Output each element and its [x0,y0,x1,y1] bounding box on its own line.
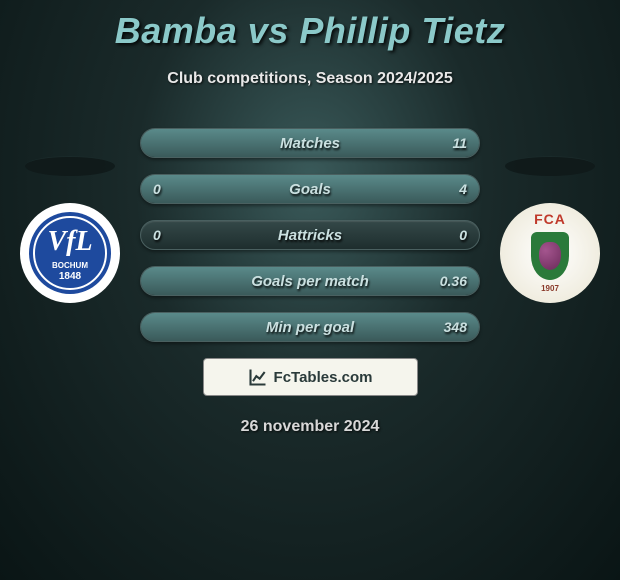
stat-value-left: 0 [153,227,161,243]
team-badge-left: VfL BOCHUM 1848 [20,203,120,303]
stat-value-right: 0 [459,227,467,243]
stat-value-right: 11 [452,135,467,151]
grape-icon [539,242,561,270]
stat-bar: 0 Goals 4 [140,174,480,204]
stat-label: Goals [289,181,331,198]
badge-right-year: 1907 [541,284,559,293]
stat-value-right: 0.36 [440,273,467,289]
attribution-text: FcTables.com [274,369,373,386]
stat-label: Hattricks [278,227,342,244]
badge-shadow-left [25,156,115,176]
stat-label: Min per goal [266,319,354,336]
stat-label: Matches [280,135,340,152]
page-title: Bamba vs Phillip Tietz [0,0,620,52]
team-badge-right: FCA 1907 [500,203,600,303]
badge-right-main: FCA [534,211,566,227]
stat-bar: Min per goal 348 [140,312,480,342]
stat-bar: Goals per match 0.36 [140,266,480,296]
date-text: 26 november 2024 [0,418,620,436]
stat-value-left: 0 [153,181,161,197]
stat-bar: Matches 11 [140,128,480,158]
badge-left-year: 1848 [59,271,81,282]
attribution-box: FcTables.com [203,358,418,396]
stat-value-right: 348 [444,319,467,335]
badge-left-sub: BOCHUM [52,261,88,270]
subtitle: Club competitions, Season 2024/2025 [0,70,620,88]
stat-bar: 0 Hattricks 0 [140,220,480,250]
badge-shadow-right [505,156,595,176]
comparison-panel: VfL BOCHUM 1848 FCA 1907 Matches 11 0 Goals… [0,128,620,348]
badge-right-shield-icon [531,232,569,280]
stat-bars: Matches 11 0 Goals 4 0 Hattricks 0 Goals per mat… [140,128,480,342]
badge-left-main: VfL [47,226,92,258]
stat-value-right: 4 [459,181,467,197]
chart-icon [248,367,268,387]
stat-label: Goals per match [251,273,369,290]
